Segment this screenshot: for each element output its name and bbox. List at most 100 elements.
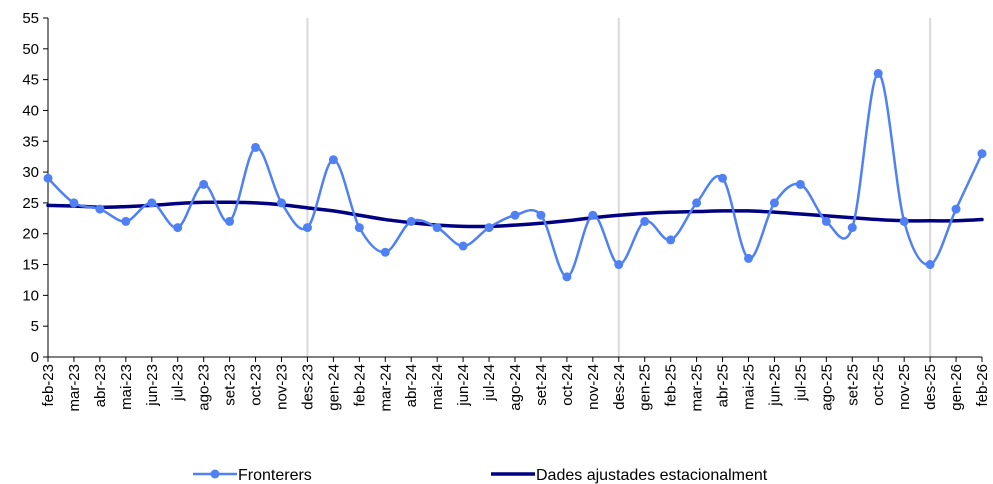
x-tick-label: mar-25 (689, 364, 706, 412)
x-tick-label: jun-25 (766, 364, 783, 407)
data-point (302, 223, 312, 233)
axes (43, 17, 983, 362)
data-point (510, 210, 520, 220)
x-tick-label: set-23 (222, 364, 239, 406)
y-tick-label: 10 (22, 287, 39, 304)
data-point (354, 223, 364, 233)
data-point (458, 241, 468, 251)
data-point (406, 216, 416, 226)
y-tick-label: 35 (22, 133, 39, 150)
x-tick-label: abr-25 (715, 364, 732, 407)
data-point (744, 253, 753, 263)
y-tick-label: 30 (22, 164, 39, 181)
legend-marker (210, 469, 220, 479)
data-point (328, 155, 338, 165)
x-tick-label: jul-23 (170, 364, 187, 402)
data-point (380, 247, 390, 257)
x-tick-label: mai-24 (429, 364, 446, 410)
data-point (69, 198, 79, 208)
x-tick-label: oct-24 (559, 364, 576, 406)
y-tick-label: 55 (22, 10, 39, 27)
legend-label: Dades ajustades estacionalment (536, 467, 768, 484)
x-tick-label: ago-24 (507, 364, 524, 411)
data-point (536, 210, 546, 220)
y-axis-tick-labels: 0 5 10 15 20 25 30 35 40 45 50 55 (22, 10, 39, 366)
data-point (821, 216, 831, 226)
y-tick-label: 5 (31, 318, 39, 335)
legend-item: Fronterers (193, 467, 312, 484)
x-tick-label: feb-24 (351, 364, 368, 407)
data-point (899, 216, 909, 226)
data-point (951, 204, 961, 214)
x-tick-label: oct-25 (870, 364, 887, 406)
x-tick-label: des-23 (299, 364, 316, 410)
x-tick-label: nov-25 (896, 364, 913, 410)
x-tick-label: nov-23 (274, 364, 291, 410)
series-line (46, 72, 984, 279)
y-tick-label: 50 (22, 41, 39, 58)
data-point (847, 223, 857, 233)
x-tick-label: set-25 (844, 364, 861, 406)
x-tick-label: jul-24 (481, 364, 498, 402)
data-point (225, 216, 235, 226)
x-tick-label: nov-24 (585, 364, 602, 410)
data-point (925, 260, 935, 270)
data-point (666, 235, 676, 245)
x-tick-label: gen-24 (325, 364, 342, 411)
data-point (640, 216, 650, 226)
x-tick-label: jun-23 (144, 364, 161, 407)
data-point (873, 68, 883, 78)
y-tick-label: 15 (22, 257, 39, 274)
data-point (173, 223, 183, 233)
x-tick-label: mai-25 (741, 364, 758, 410)
x-tick-label: ago-25 (818, 364, 835, 411)
x-tick-label: gen-26 (948, 364, 965, 411)
y-tick-label: 40 (22, 102, 39, 119)
x-tick-label: feb-26 (974, 364, 991, 407)
legend: Fronterers Dades ajustades estacionalment (193, 467, 768, 484)
data-point (614, 260, 624, 270)
x-tick-label: oct-23 (248, 364, 265, 406)
data-point (588, 210, 598, 220)
x-tick-label: jun-24 (455, 364, 472, 407)
series-fronterers (43, 68, 987, 282)
data-point (977, 149, 987, 159)
data-point (43, 173, 53, 183)
x-tick-label: ago-23 (196, 364, 213, 411)
y-tick-label: 25 (22, 195, 39, 212)
legend-label: Fronterers (238, 467, 312, 484)
data-point (769, 198, 779, 208)
y-tick-label: 20 (22, 226, 39, 243)
data-point (95, 204, 105, 214)
year-separator-lines (306, 18, 932, 357)
data-point (562, 272, 572, 282)
x-tick-label: abr-23 (92, 364, 109, 407)
x-tick-label: mar-24 (377, 364, 394, 412)
data-point (718, 173, 728, 183)
data-point (432, 223, 442, 233)
x-tick-label: feb-25 (663, 364, 680, 407)
data-point (277, 198, 286, 208)
x-tick-label: jul-25 (792, 364, 809, 402)
x-tick-label: set-24 (533, 364, 550, 406)
series-seasonally-adjusted (46, 200, 984, 229)
data-point (147, 198, 157, 208)
x-axis-tick-labels: feb-23 mar-23 abr-23 mai-23 jun-23 jul-23 ago-… (40, 364, 991, 412)
data-point (121, 216, 131, 226)
x-tick-label: mar-23 (66, 364, 83, 412)
x-tick-label: gen-25 (637, 364, 654, 411)
data-point (692, 198, 702, 208)
series-line (46, 200, 984, 229)
x-tick-label: des-25 (922, 364, 939, 410)
x-tick-label: mai-23 (118, 364, 135, 410)
data-point (795, 179, 805, 189)
x-tick-label: des-24 (611, 364, 628, 410)
y-tick-label: 0 (31, 349, 39, 366)
x-tick-label: feb-23 (40, 364, 57, 407)
data-point (251, 142, 261, 152)
series-layer (43, 68, 987, 282)
legend-item: Dades ajustades estacionalment (491, 467, 768, 484)
data-point (199, 179, 209, 189)
data-point (484, 223, 494, 233)
